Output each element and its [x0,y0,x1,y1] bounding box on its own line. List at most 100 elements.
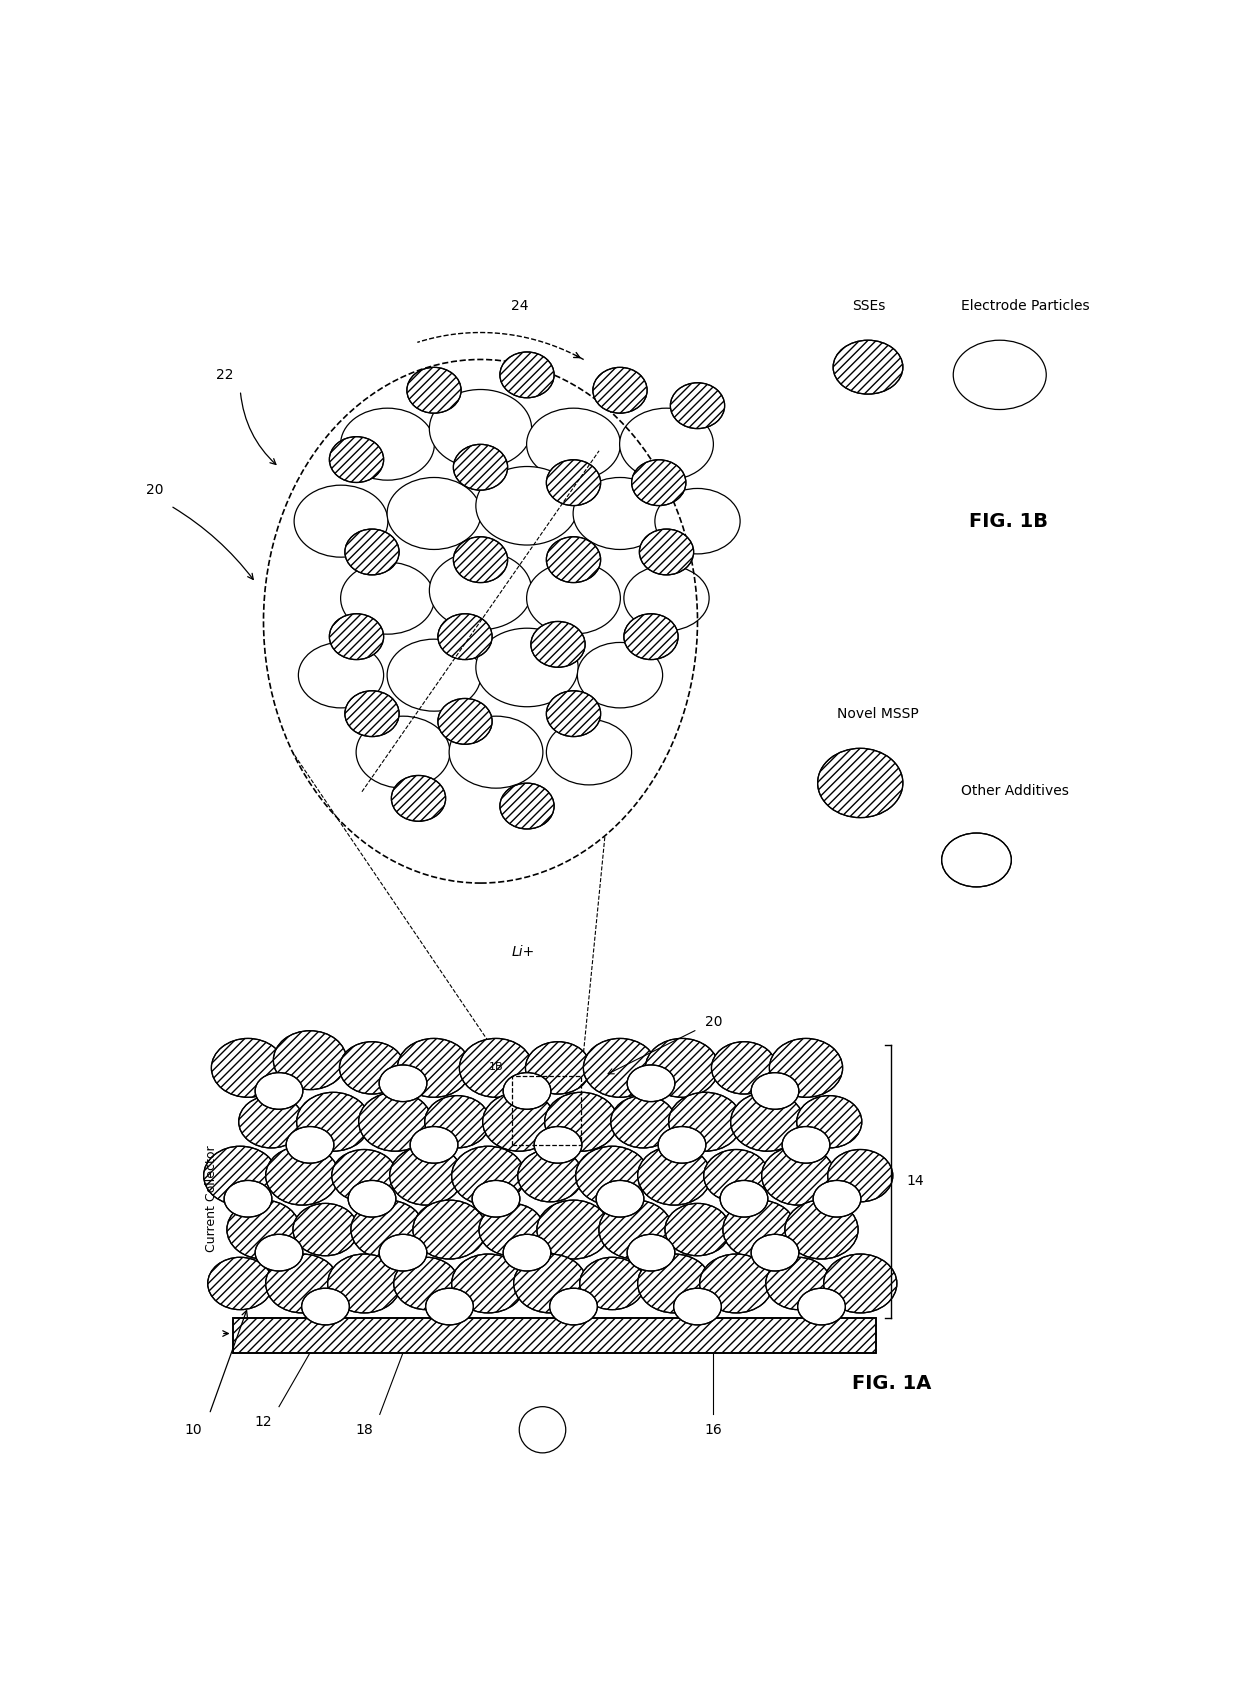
Bar [511,1075,582,1144]
Ellipse shape [580,1258,645,1310]
Ellipse shape [211,1038,285,1097]
Ellipse shape [547,720,631,786]
Ellipse shape [227,1200,300,1260]
Ellipse shape [751,1234,799,1271]
Ellipse shape [526,1041,590,1094]
Text: FIG. 1A: FIG. 1A [853,1375,932,1393]
Ellipse shape [712,1041,776,1094]
Ellipse shape [627,1234,675,1271]
Ellipse shape [482,1092,556,1151]
Ellipse shape [476,628,578,706]
Ellipse shape [645,1038,719,1097]
Ellipse shape [451,1255,525,1314]
Ellipse shape [299,642,383,708]
Ellipse shape [503,1234,551,1271]
Text: 24: 24 [511,298,529,313]
Ellipse shape [392,775,445,821]
Ellipse shape [476,467,578,545]
Ellipse shape [797,1288,846,1326]
Text: 16: 16 [704,1422,722,1437]
Text: SSEs: SSEs [853,300,885,313]
Text: Electrode Particles: Electrode Particles [961,300,1090,313]
Ellipse shape [265,1255,339,1314]
Text: 22: 22 [216,367,233,383]
Ellipse shape [703,1150,769,1202]
Bar [233,1319,875,1353]
Ellipse shape [203,1146,277,1205]
Ellipse shape [665,1204,730,1256]
Ellipse shape [503,1073,551,1109]
Ellipse shape [796,1095,862,1148]
Ellipse shape [345,528,399,576]
Ellipse shape [620,408,713,481]
Ellipse shape [301,1288,350,1326]
Ellipse shape [578,642,662,708]
Ellipse shape [671,383,724,428]
Ellipse shape [255,1234,303,1271]
Ellipse shape [655,489,740,554]
Ellipse shape [207,1258,273,1310]
Ellipse shape [294,486,388,557]
Ellipse shape [583,1038,657,1097]
Ellipse shape [407,367,461,413]
Ellipse shape [351,1200,424,1260]
Ellipse shape [438,615,492,660]
Ellipse shape [255,1073,303,1109]
Ellipse shape [296,1092,370,1151]
Ellipse shape [265,1146,339,1205]
Ellipse shape [575,1146,649,1205]
Text: 14: 14 [906,1175,924,1188]
Ellipse shape [330,615,383,660]
Ellipse shape [379,1234,427,1271]
Ellipse shape [761,1146,835,1205]
Ellipse shape [356,716,450,789]
Ellipse shape [348,1180,396,1217]
Ellipse shape [327,1255,401,1314]
Ellipse shape [751,1073,799,1109]
Ellipse shape [593,367,647,413]
Ellipse shape [769,1038,843,1097]
Ellipse shape [730,1092,804,1151]
Ellipse shape [340,1041,404,1094]
Ellipse shape [429,552,532,630]
Ellipse shape [534,1126,582,1163]
Ellipse shape [785,1200,858,1260]
Ellipse shape [358,1092,432,1151]
Text: Other Additives: Other Additives [961,784,1069,799]
Ellipse shape [341,562,434,635]
Ellipse shape [293,1204,358,1256]
Ellipse shape [238,1095,304,1148]
Ellipse shape [941,833,1012,887]
Ellipse shape [500,352,554,398]
Ellipse shape [547,537,600,582]
Ellipse shape [479,1204,544,1256]
Ellipse shape [286,1126,334,1163]
Ellipse shape [817,748,903,818]
Ellipse shape [438,699,492,745]
Text: 18: 18 [356,1422,373,1437]
Ellipse shape [379,1065,427,1102]
Ellipse shape [341,408,434,481]
Text: FIG. 1B: FIG. 1B [968,511,1048,530]
Ellipse shape [451,1146,525,1205]
Ellipse shape [599,1200,672,1260]
Ellipse shape [611,1095,676,1148]
Ellipse shape [765,1258,831,1310]
Ellipse shape [637,1146,711,1205]
Ellipse shape [410,1126,458,1163]
Ellipse shape [720,1180,768,1217]
Ellipse shape [544,1092,618,1151]
Text: 20: 20 [706,1014,723,1029]
Ellipse shape [658,1126,706,1163]
Ellipse shape [723,1200,796,1260]
Ellipse shape [429,389,532,467]
Ellipse shape [624,615,678,660]
Ellipse shape [954,340,1047,410]
Ellipse shape [394,1258,459,1310]
Ellipse shape [631,460,686,506]
Ellipse shape [424,1095,490,1148]
Text: Novel MSSP: Novel MSSP [837,708,919,721]
Ellipse shape [472,1180,520,1217]
Ellipse shape [345,691,399,736]
Ellipse shape [673,1288,722,1326]
